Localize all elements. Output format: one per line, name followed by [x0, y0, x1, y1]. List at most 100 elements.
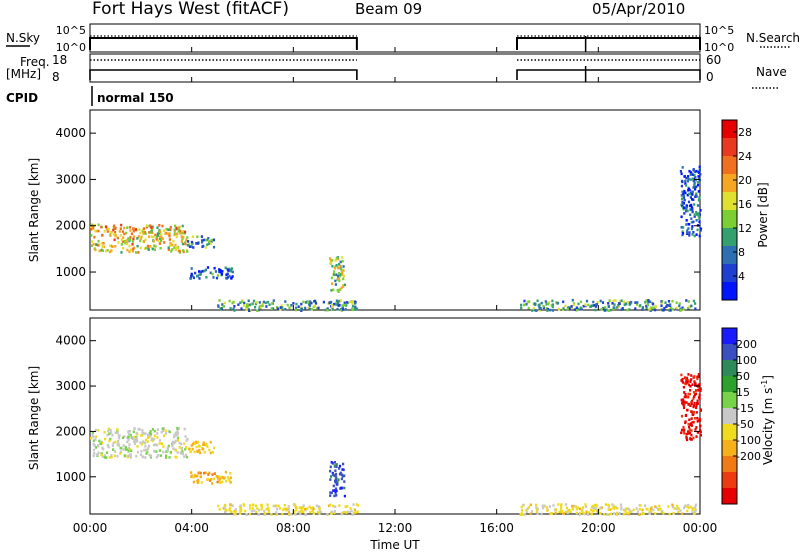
echo-cell [152, 443, 156, 447]
echo-cell [567, 508, 570, 512]
echo-cell [331, 259, 334, 262]
nsky-panel: N.Sky 10^5 10^0 10^5 10^0 N.Search [6, 23, 800, 54]
echo-cell [248, 512, 252, 516]
echo-cell [689, 173, 692, 176]
echo-cell [668, 309, 671, 312]
echo-cell [695, 404, 698, 407]
echo-cell [355, 503, 358, 506]
echo-cell [141, 428, 144, 432]
echo-cell [542, 506, 545, 510]
echo-cell [682, 381, 685, 384]
echo-cell [339, 264, 342, 268]
echo-cell [218, 477, 222, 480]
echo-cell [593, 504, 596, 507]
echo-cell [178, 446, 181, 449]
nsearch-tick-bottom: 10^0 [704, 41, 734, 54]
echo-cell [127, 430, 130, 433]
echo-cell [164, 429, 167, 432]
echo-cell [176, 246, 179, 249]
echo-cell [148, 235, 151, 238]
echo-cell [152, 235, 155, 239]
echo-cell [347, 510, 350, 514]
echo-cell [298, 510, 301, 513]
echo-cell [590, 508, 593, 512]
echo-cell [698, 165, 701, 169]
echo-cell [110, 249, 113, 252]
echo-cell [275, 511, 278, 514]
echo-cell [566, 511, 569, 514]
echo-cell [174, 434, 177, 437]
echo-cell [692, 220, 695, 224]
echo-cell [697, 190, 700, 193]
echo-cell [103, 230, 106, 233]
echo-cell [692, 436, 695, 440]
echo-cell [696, 416, 699, 420]
echo-cell [92, 442, 95, 446]
echo-cell [523, 299, 526, 303]
echo-cell [136, 445, 139, 448]
echo-cell [313, 304, 316, 308]
echo-cell [174, 248, 177, 251]
colorbar-tick-label: 24 [738, 150, 752, 163]
echo-cell [527, 306, 530, 310]
echo-cell [119, 452, 122, 455]
echo-cell [607, 309, 610, 312]
echo-cell [691, 508, 694, 511]
echo-cell [210, 478, 213, 481]
echo-cell [318, 505, 321, 508]
echo-cell [170, 250, 173, 253]
echo-cell [639, 304, 642, 307]
echo-cell [97, 451, 100, 454]
echo-cell [334, 279, 337, 283]
echo-cell [589, 305, 592, 308]
echo-cell [101, 441, 104, 445]
echo-cell [550, 512, 553, 515]
echo-cell [121, 230, 124, 233]
echo-cell [682, 401, 685, 404]
echo-cell [520, 306, 523, 310]
echo-cell [520, 303, 523, 307]
echo-cell [622, 300, 625, 304]
echo-cell [185, 455, 188, 459]
echo-cell [669, 308, 672, 312]
echo-cell [688, 392, 691, 396]
echo-cell [145, 225, 148, 229]
echo-cell [685, 209, 688, 213]
echo-cell [129, 235, 132, 239]
echo-cell [682, 192, 685, 195]
echo-cell [603, 513, 606, 516]
echo-cell [272, 307, 275, 310]
echo-cell [534, 309, 537, 312]
echo-cell [149, 435, 152, 438]
echo-cell [339, 471, 342, 475]
nsky-trace [516, 37, 701, 50]
echo-cell [150, 226, 153, 229]
echo-cell [342, 468, 345, 472]
x-tick-label: 20:00 [581, 521, 616, 535]
echo-cell [125, 242, 128, 245]
echo-cell [109, 231, 112, 234]
echo-cell [144, 238, 147, 241]
echo-cell [666, 304, 669, 307]
echo-cell [171, 243, 174, 247]
echo-cell [221, 303, 224, 306]
echo-cell [195, 445, 198, 449]
cpid-label: CPID [6, 91, 38, 105]
echo-cell [107, 429, 110, 433]
echo-cell [158, 235, 162, 238]
echo-cell [288, 306, 291, 310]
echo-cell [343, 303, 346, 307]
echo-cell [260, 505, 263, 509]
echo-cell [329, 494, 332, 497]
echo-cell [330, 261, 333, 264]
echo-cell [176, 427, 179, 430]
echo-cell [229, 269, 232, 273]
echo-cell [333, 461, 336, 464]
echo-cell [155, 455, 158, 459]
echo-cell [171, 442, 175, 445]
echo-cell [661, 308, 664, 312]
echo-cell [144, 448, 147, 452]
echo-cell [149, 430, 152, 433]
echo-cell [699, 408, 702, 412]
echo-cell [349, 507, 352, 510]
